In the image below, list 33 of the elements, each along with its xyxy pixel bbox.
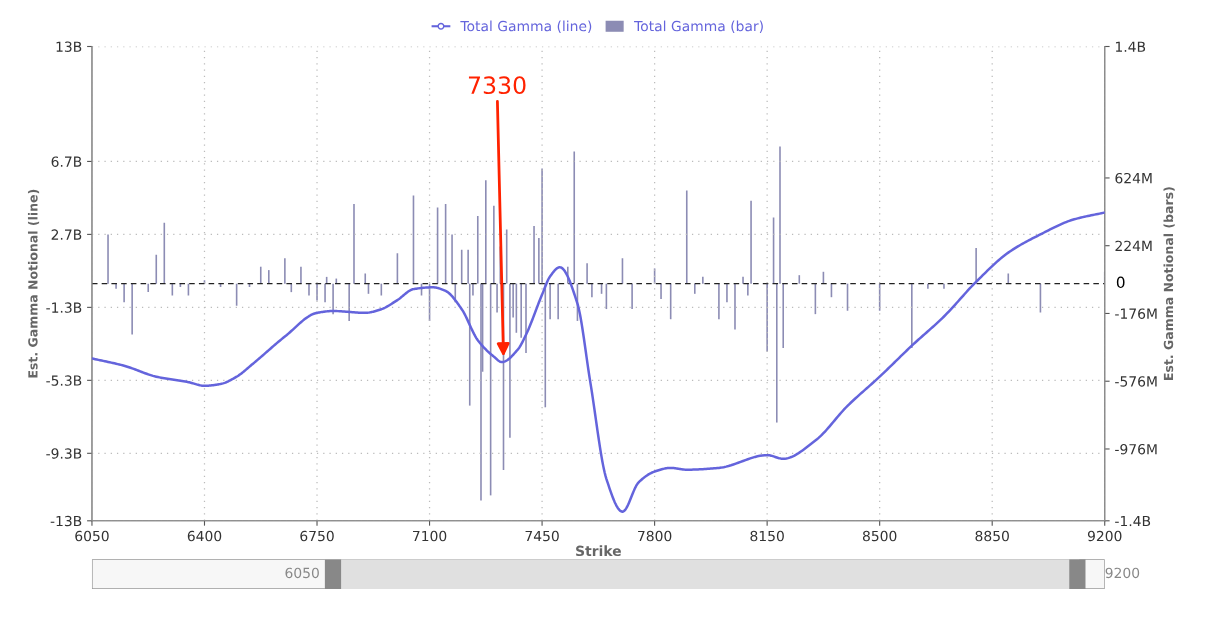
text: 6050: [285, 567, 319, 579]
y2-tick-label: 1.4B: [1115, 41, 1146, 52]
y-tick-label: -9.3B: [46, 448, 82, 459]
ref-line-label: 0: [1116, 276, 1125, 289]
annotation: 7330: [468, 76, 526, 95]
y2-tick-label: -1.4B: [1115, 515, 1151, 527]
legend-label: Total Gamma (line): [460, 20, 592, 33]
x-tick-label: 9200: [1087, 530, 1122, 542]
x-tick-label: 6750: [300, 530, 334, 542]
x-tick-label: 6050: [75, 530, 109, 542]
y-axis-title: Est. Gamma Notional (line): [27, 189, 40, 378]
x-tick-label: 8500: [862, 530, 897, 542]
x-axis-title: Strike: [576, 545, 621, 557]
y-tick-label: -5.3B: [46, 375, 82, 386]
y2-tick-label: -176M: [1115, 308, 1157, 319]
legend-label: Total Gamma (bar): [634, 20, 763, 33]
x-tick-label: 8850: [975, 530, 1009, 542]
y-tick-label: -13B: [50, 515, 82, 527]
y-tick-label: -1.3B: [46, 302, 82, 313]
x-tick-label: 6400: [187, 530, 222, 542]
y-tick-label: 13B: [56, 41, 82, 52]
x-tick-label: 7800: [638, 530, 672, 542]
x-tick-label: 7450: [525, 530, 559, 542]
x-tick-label: 7100: [413, 530, 447, 542]
y2-tick-label: 224M: [1115, 240, 1152, 251]
y2-tick-label: -976M: [1115, 443, 1157, 455]
y2-tick-label: -576M: [1115, 376, 1157, 387]
y-tick-label: 6.7B: [51, 156, 82, 167]
x-tick-label: 8150: [750, 530, 784, 542]
y2-tick-label: 624M: [1115, 172, 1152, 184]
y-tick-label: 2.7B: [51, 229, 82, 240]
text: 9200: [1105, 567, 1140, 579]
y2-axis-title: Est. Gamma Notional (bars): [1163, 187, 1175, 380]
